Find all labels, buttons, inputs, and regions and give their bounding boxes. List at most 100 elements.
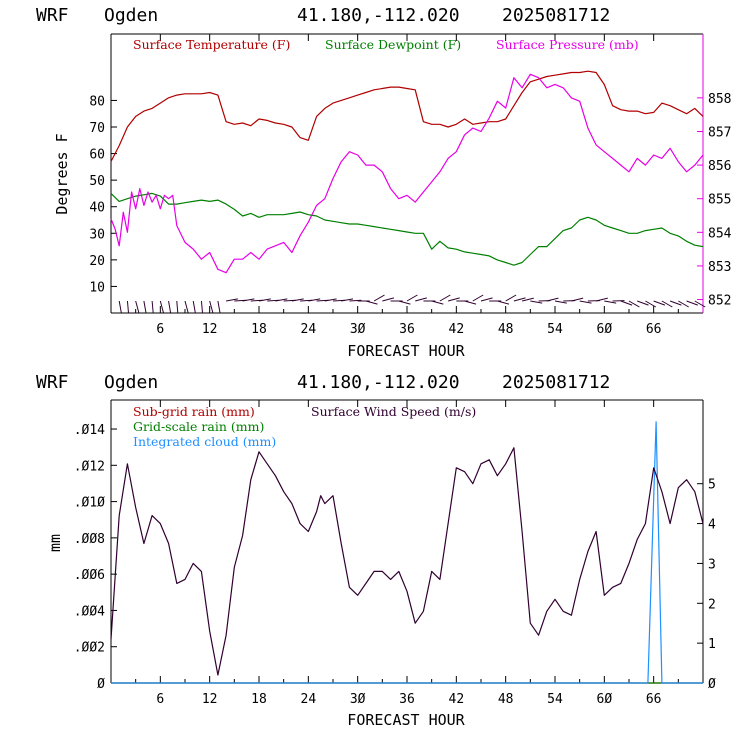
wind-barb bbox=[176, 300, 179, 314]
wind-barb bbox=[669, 300, 682, 306]
p1-series-2-line bbox=[110, 73, 704, 274]
p2-header-model: WRF bbox=[36, 372, 69, 393]
wind-barb bbox=[209, 300, 214, 313]
p2-xtick-label: 48 bbox=[498, 692, 514, 707]
wind-barb bbox=[126, 300, 129, 314]
p2-ytick-label: .ØØ6 bbox=[74, 568, 105, 583]
p1-y2tick-label: 853 bbox=[708, 260, 731, 275]
p1-series-1-line bbox=[110, 192, 704, 266]
p2-xtick-label: 3Ø bbox=[350, 692, 366, 707]
p2-y2tick-label: 4 bbox=[708, 518, 716, 533]
p2-ytick-label: .ØØ2 bbox=[74, 641, 105, 656]
wind-barb bbox=[168, 300, 172, 313]
wind-barb bbox=[415, 297, 427, 302]
wind-barb bbox=[200, 300, 203, 314]
p1-ytick-label: 20 bbox=[89, 254, 105, 269]
p1-ytick-label: 40 bbox=[89, 201, 105, 216]
p1-ytick-label: 80 bbox=[89, 94, 105, 109]
p2-series-3-line bbox=[110, 447, 704, 676]
wind-barb bbox=[226, 298, 238, 302]
wind-barb bbox=[398, 300, 411, 305]
p1-xtick-label: 6 bbox=[156, 322, 164, 337]
p2-ytick-label: .ØØ4 bbox=[74, 604, 105, 619]
panel-1-plot: 6 12 18 24 3Ø 36 42 48 54 6Ø 66 10 20 30 40 50 60 70 80 852… bbox=[89, 33, 732, 337]
p1-series-0-line bbox=[110, 70, 704, 162]
wind-barb bbox=[513, 297, 526, 302]
wind-barb bbox=[365, 300, 378, 305]
wind-barb bbox=[595, 297, 608, 302]
p2-legend-subgrid-rain: Sub-grid rain (mm) bbox=[133, 404, 255, 419]
wind-barb bbox=[135, 300, 140, 313]
p2-xtick-label: 18 bbox=[251, 692, 267, 707]
p2-ytick-label: .Ø1Ø bbox=[74, 496, 105, 511]
wind-barb bbox=[505, 294, 517, 302]
p1-header-coords: 41.180,-112.020 bbox=[297, 5, 460, 26]
p2-y2tick-label: 5 bbox=[708, 478, 716, 493]
wind-barb bbox=[308, 298, 321, 302]
p1-xtick-label: 48 bbox=[498, 322, 514, 337]
wind-barb bbox=[431, 300, 444, 305]
p1-xtick-label: 54 bbox=[547, 322, 563, 337]
panel-2-plot: 6 12 18 24 3Ø 36 42 48 54 6Ø 66Ø.ØØ2.ØØ4.ØØ6.ØØ8.Ø… bbox=[74, 399, 716, 707]
wind-barb bbox=[217, 300, 221, 313]
p1-xtick-label: 42 bbox=[449, 322, 465, 337]
wind-barb bbox=[324, 298, 337, 302]
p1-xtick-label: 66 bbox=[646, 322, 662, 337]
p1-header-model: WRF bbox=[36, 5, 69, 26]
p2-header-station: Ogden bbox=[104, 372, 158, 393]
p1-y2tick-label: 858 bbox=[708, 92, 731, 107]
wind-barb bbox=[628, 300, 640, 308]
wind-barb bbox=[472, 294, 484, 302]
p2-y2tick-label: 2 bbox=[708, 597, 716, 612]
wind-barb bbox=[258, 298, 271, 302]
wind-barb bbox=[571, 297, 584, 302]
p2-y2tick-label: 1 bbox=[708, 637, 716, 652]
wind-barb bbox=[341, 298, 354, 302]
p1-ytick-label: 70 bbox=[89, 121, 105, 136]
p2-xtick-label: 6 bbox=[156, 692, 164, 707]
wind-barb bbox=[447, 297, 460, 302]
p1-y2tick-label: 852 bbox=[708, 294, 731, 309]
wind-barb bbox=[497, 300, 510, 305]
p2-legend-gridscale-rain: Grid-scale rain (mm) bbox=[133, 419, 264, 434]
p2-header-run: 2025081712 bbox=[502, 372, 610, 393]
wind-barb bbox=[678, 300, 689, 308]
p1-ytick-label: 30 bbox=[89, 227, 105, 242]
wind-barb bbox=[637, 300, 649, 306]
wind-barb bbox=[192, 300, 196, 313]
p2-xtick-label: 12 bbox=[202, 692, 218, 707]
p1-header-run: 2025081712 bbox=[502, 5, 610, 26]
p2-xtick-label: 6Ø bbox=[597, 692, 613, 707]
p1-xtick-label: 6Ø bbox=[597, 322, 613, 337]
wind-barb bbox=[661, 300, 673, 308]
p2-ytick-label: .Ø14 bbox=[74, 423, 105, 438]
wind-barb bbox=[530, 300, 543, 304]
p1-xtick-label: 12 bbox=[202, 322, 218, 337]
p1-xtick-label: 36 bbox=[399, 322, 415, 337]
p2-xtick-label: 42 bbox=[449, 692, 465, 707]
p1-xlabel: FORECAST HOUR bbox=[347, 342, 465, 360]
p2-ylabel: mm bbox=[46, 534, 64, 552]
p1-header-station: Ogden bbox=[104, 5, 158, 26]
wind-barb bbox=[184, 300, 189, 313]
wind-barb bbox=[349, 299, 362, 302]
wind-barb bbox=[143, 300, 147, 313]
p1-y2tick-label: 856 bbox=[708, 159, 731, 174]
wind-barb bbox=[291, 298, 304, 302]
wind-barb bbox=[521, 297, 534, 302]
p1-xtick-label: 18 bbox=[251, 322, 267, 337]
p1-legend-pressure: Surface Pressure (mb) bbox=[496, 37, 639, 52]
p2-ytick-label: .ØØ8 bbox=[74, 532, 105, 547]
p1-y2tick-label: 854 bbox=[708, 226, 732, 241]
wind-barb bbox=[604, 300, 617, 304]
p2-legend-wind-speed: Surface Wind Speed (m/s) bbox=[311, 404, 476, 419]
wind-barb bbox=[151, 300, 154, 314]
wind-barb bbox=[373, 294, 385, 302]
p1-ytick-label: 10 bbox=[89, 280, 105, 295]
wind-barb bbox=[620, 300, 633, 306]
p2-ytick-label: .Ø12 bbox=[74, 459, 105, 474]
p1-ytick-label: 60 bbox=[89, 148, 105, 163]
wind-barb bbox=[645, 300, 657, 308]
p2-y2tick-label: Ø bbox=[708, 677, 716, 692]
